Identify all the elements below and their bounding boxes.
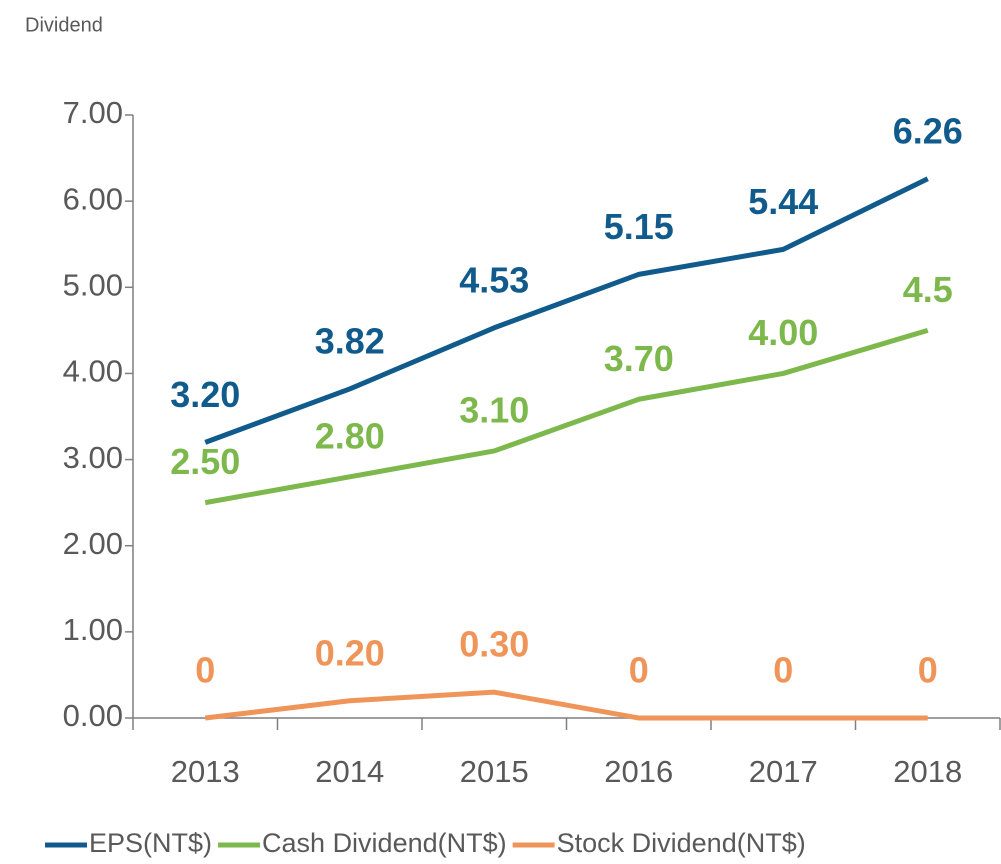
data-label: 0 [773,650,793,691]
data-label: 4.5 [903,269,953,310]
data-label: 2.80 [315,415,385,456]
legend-label: EPS(NT$) [89,828,212,858]
y-tick-label: 4.00 [63,354,123,389]
y-tick-label: 7.00 [63,95,123,130]
y-tick-label: 1.00 [63,612,123,647]
x-tick-label: 2016 [604,754,673,789]
y-tick-label: 6.00 [63,181,123,216]
series-line [204,327,929,506]
data-label: 4.00 [748,312,818,353]
data-label: 3.20 [170,374,240,415]
y-tick-label: 5.00 [63,267,123,302]
x-tick-label: 2017 [749,754,818,789]
x-tick-label: 2014 [315,754,384,789]
x-tick-label: 2015 [460,754,529,789]
x-tick-label: 2013 [171,754,240,789]
y-tick-label: 2.00 [63,526,123,561]
x-tick-label: 2018 [893,754,962,789]
data-label: 0.20 [315,632,385,673]
data-label: 6.26 [893,110,963,151]
legend-label: Stock Dividend(NT$) [557,828,806,858]
series-line [204,176,929,445]
data-label: 3.10 [459,389,529,430]
data-label: 0 [629,650,649,691]
data-label: 2.50 [170,441,240,482]
data-label: 3.82 [315,320,385,361]
data-label: 0 [195,650,215,691]
series-line [204,689,928,721]
data-label: 3.70 [604,338,674,379]
data-label: 4.53 [459,259,529,300]
y-tick-label: 0.00 [63,698,123,733]
legend-label: Cash Dividend(NT$) [262,828,507,858]
data-label: 0.30 [459,624,529,665]
y-tick-label: 3.00 [63,440,123,475]
data-label: 5.15 [604,206,674,247]
data-label: 0 [918,650,938,691]
data-label: 5.44 [748,181,818,222]
chart-title: Dividend [25,14,103,36]
